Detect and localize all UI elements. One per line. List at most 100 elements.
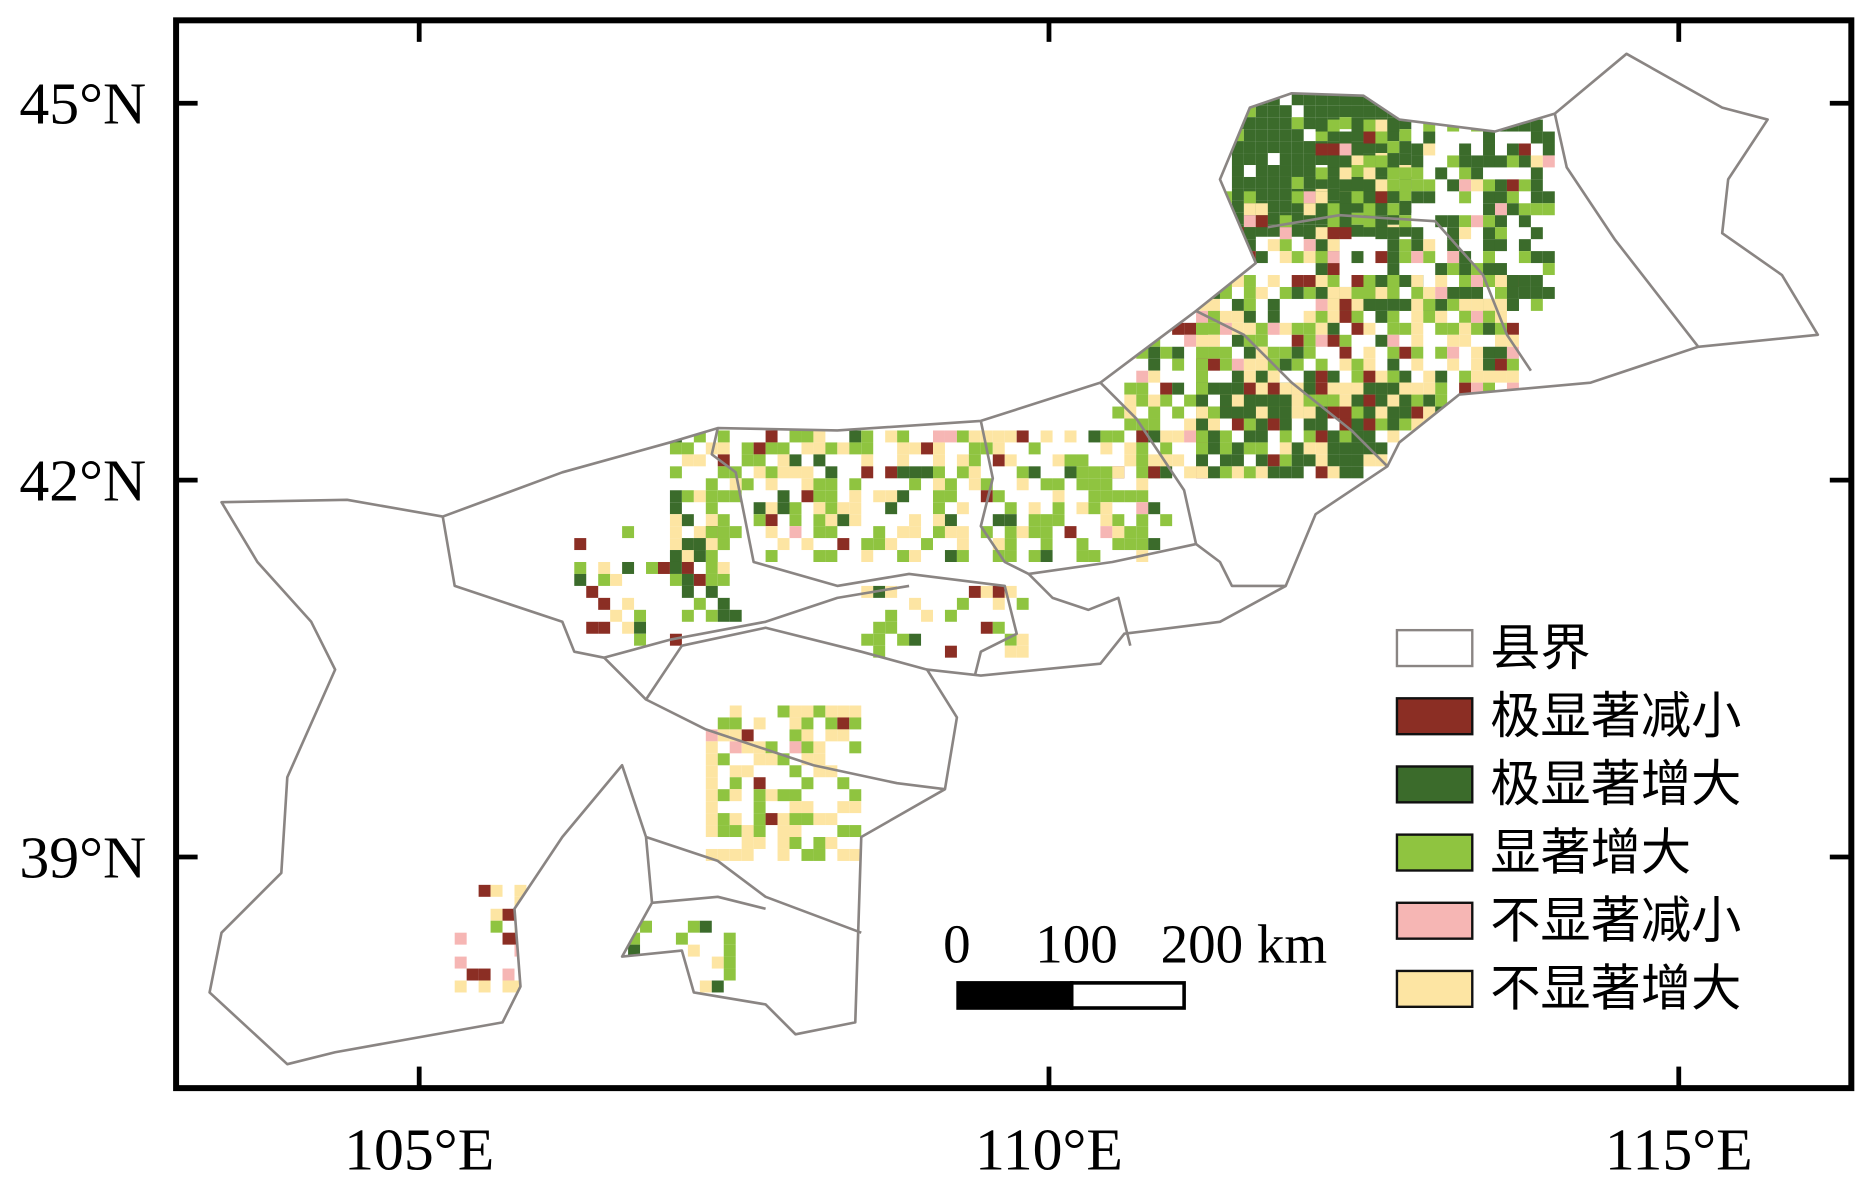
trend-cell xyxy=(1064,526,1077,539)
trend-cell xyxy=(992,490,1005,503)
trend-cell xyxy=(729,848,742,861)
trend-cell xyxy=(909,514,922,527)
trend-cell xyxy=(705,526,718,539)
trend-cell xyxy=(1315,167,1328,180)
trend-cell xyxy=(1459,322,1472,335)
trend-cell xyxy=(1004,585,1017,598)
trend-cell xyxy=(1279,188,1292,201)
trend-cell xyxy=(1351,119,1364,132)
trend-cell xyxy=(1399,141,1412,154)
trend-cell xyxy=(628,944,641,957)
trend-cell xyxy=(933,466,945,479)
trend-cell xyxy=(1100,514,1113,527)
trend-cell xyxy=(741,478,754,491)
trend-cell xyxy=(1279,251,1292,264)
trend-cell xyxy=(1208,346,1220,359)
trend-cell xyxy=(1411,358,1424,371)
trend-cell xyxy=(1387,191,1400,204)
trend-cell xyxy=(1255,334,1268,347)
trend-cell xyxy=(1016,597,1029,610)
trend-cell xyxy=(1243,275,1256,287)
trend-cell xyxy=(777,466,790,479)
trend-cell xyxy=(1243,105,1256,118)
trend-cell xyxy=(717,561,730,574)
trend-cell xyxy=(1435,382,1448,395)
trend-cell xyxy=(1518,179,1531,192)
trend-cell xyxy=(825,442,838,455)
trend-cell xyxy=(1267,275,1280,287)
trend-cell xyxy=(944,550,957,562)
trend-cell xyxy=(705,753,718,766)
trend-cell xyxy=(1387,334,1400,347)
trend-cell xyxy=(1339,105,1352,118)
trend-cell xyxy=(1148,346,1161,359)
trend-cell xyxy=(1351,129,1364,142)
trend-cell xyxy=(873,621,886,634)
trend-cell xyxy=(1518,119,1531,132)
trend-cell xyxy=(1243,442,1256,455)
trend-cell xyxy=(1363,155,1376,168)
trend-cell xyxy=(777,837,790,849)
trend-cell xyxy=(837,502,850,515)
trend-cell xyxy=(574,538,587,551)
trend-cell xyxy=(640,920,653,933)
trend-cell xyxy=(669,442,682,455)
trend-cell xyxy=(1542,203,1555,216)
trend-cell xyxy=(1363,286,1376,299)
trend-cell xyxy=(1231,466,1244,479)
trend-cell xyxy=(777,848,790,861)
trend-cell xyxy=(1387,298,1400,311)
legend-label: 不显著增大 xyxy=(1490,961,1741,1017)
trend-cell xyxy=(1375,406,1388,419)
trend-cell xyxy=(1303,251,1316,264)
trend-cell xyxy=(1423,191,1436,204)
trend-cell xyxy=(1208,466,1220,479)
trend-cell xyxy=(1375,418,1388,431)
trend-cell xyxy=(777,813,790,826)
trend-cell xyxy=(1243,203,1256,216)
trend-cell xyxy=(1447,227,1460,240)
trend-cell xyxy=(1518,275,1531,287)
trend-cell xyxy=(1339,394,1352,407)
trend-cell xyxy=(1351,406,1364,419)
y-tick-label: 45°N xyxy=(19,71,146,137)
trend-cell xyxy=(813,442,826,455)
trend-cell xyxy=(1363,370,1376,383)
trend-cell xyxy=(717,490,730,503)
trend-cell xyxy=(705,490,718,503)
trend-cell xyxy=(1375,442,1388,455)
y-tick-label: 42°N xyxy=(19,447,146,513)
trend-cell xyxy=(1243,346,1256,359)
trend-cell xyxy=(681,561,694,574)
trend-cell xyxy=(885,609,898,622)
trend-cell xyxy=(1423,119,1436,132)
trend-cell xyxy=(1387,322,1400,335)
trend-cell xyxy=(1255,105,1268,118)
trend-cell xyxy=(1399,382,1412,395)
trend-cell xyxy=(1387,179,1400,192)
trend-cell xyxy=(1291,129,1304,142)
trend-cell xyxy=(777,705,790,718)
trend-cell xyxy=(1411,155,1424,168)
trend-cell xyxy=(1447,298,1460,311)
trend-cell xyxy=(1506,203,1519,216)
trend-cell xyxy=(693,573,706,586)
trend-cell xyxy=(1351,418,1364,431)
trend-cell xyxy=(1303,430,1316,443)
trend-cell xyxy=(1243,129,1256,142)
trend-cell xyxy=(741,765,754,778)
trend-cell xyxy=(1411,239,1424,252)
trend-cell xyxy=(1231,200,1244,213)
trend-cell xyxy=(1064,466,1077,479)
trend-cell xyxy=(849,789,862,802)
trend-cell xyxy=(1064,430,1077,443)
trend-cell xyxy=(1291,334,1304,347)
trend-cell xyxy=(909,550,922,562)
trend-cell xyxy=(1339,191,1352,204)
trend-cell xyxy=(1483,191,1495,204)
trend-cell xyxy=(1506,322,1519,335)
trend-cell xyxy=(1339,286,1352,299)
trend-cell xyxy=(574,573,587,586)
trend-cell xyxy=(837,717,850,730)
trend-cell xyxy=(1279,418,1292,431)
